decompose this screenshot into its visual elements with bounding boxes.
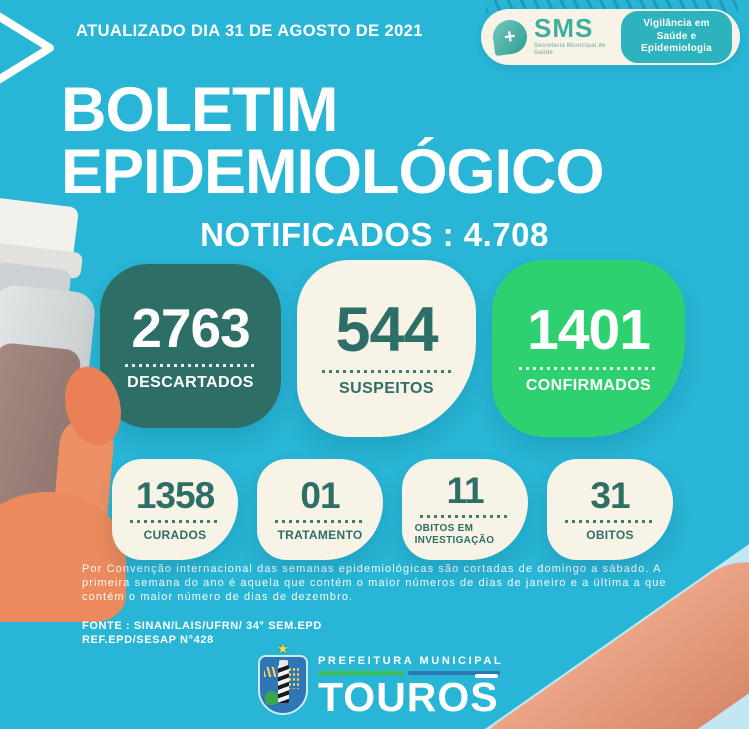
dashed-divider: [564, 520, 656, 523]
notified-total-label: NOTIFICADOS : 4.708: [200, 216, 549, 253]
city-name-wrap: TOUROS: [318, 673, 499, 720]
lighthouse-icon: [278, 665, 289, 703]
org-identity: SMS Secretaria Municipal de Saúde: [534, 13, 614, 57]
dashed-divider: [519, 367, 658, 370]
stat-value: 1401: [527, 298, 651, 362]
dashed-divider: [129, 520, 221, 523]
stat-card-obitos-investigacao: 11 OBITOS EM INVESTIGAÇÃO: [402, 459, 528, 560]
chevron-right-icon: [0, 12, 54, 84]
page-title-line2: EPIDEMIOLÓGICO: [61, 137, 605, 207]
crest-dots-decoration: [288, 667, 300, 689]
stat-label: SUSPEITOS: [339, 380, 434, 397]
star-icon: ★: [277, 641, 289, 656]
stat-card-suspeitos: 544 SUSPEITOS: [297, 260, 476, 437]
stat-label: TRATAMENTO: [277, 527, 363, 542]
stat-value: 1358: [135, 475, 215, 517]
crest-shield: [258, 655, 308, 715]
crest-rays-decoration: [264, 667, 277, 677]
blue-bar: [408, 671, 500, 675]
stat-card-confirmados: 1401 CONFIRMADOS: [492, 260, 685, 437]
org-name: Secretaria Municipal de Saúde: [534, 42, 606, 56]
municipality-logo-text: PREFEITURA MUNICIPAL TOUROS: [318, 655, 503, 718]
stat-value: 01: [300, 475, 340, 517]
hand-photo: [0, 492, 126, 622]
updated-date-label: ATUALIZADO DIA 31 DE AGOSTO DE 2021: [76, 22, 423, 40]
source-line1: FONTE : SINAN/LAIS/UFRN/ 34° SEM.EPD: [82, 620, 322, 632]
lighthouse-top: [279, 660, 288, 666]
stat-card-obitos: 31 OBITOS: [547, 459, 673, 560]
sms-leaf-logo: +: [490, 17, 530, 57]
department-badge: Vigilância em Saúde e Epidemiologia: [621, 11, 732, 63]
dashed-divider: [274, 520, 366, 523]
stat-label: OBITOS EM INVESTIGAÇÃO: [414, 522, 495, 546]
stat-value: 31: [590, 475, 630, 517]
data-source: FONTE : SINAN/LAIS/UFRN/ 34° SEM.EPD REF…: [82, 619, 322, 648]
stat-card-tratamento: 01 TRATAMENTO: [257, 459, 383, 560]
stat-card-descartados: 2763 DESCARTADOS: [100, 264, 281, 428]
stat-value: 2763: [131, 296, 250, 359]
gov-label: PREFEITURA MUNICIPAL: [318, 655, 504, 667]
org-acronym: SMS: [534, 13, 594, 44]
city-name: TOUROS: [318, 673, 499, 720]
epidemiological-week-footnote: Por Convenção internacional das semanas …: [82, 563, 667, 604]
stat-label: CURADOS: [143, 527, 207, 542]
stat-card-curados: 1358 CURADOS: [112, 459, 238, 560]
health-department-header: + SMS Secretaria Municipal de Saúde Vigi…: [481, 9, 740, 65]
logo-underline: [318, 671, 503, 675]
stat-value: 544: [335, 295, 438, 365]
stat-label: OBITOS: [586, 527, 634, 542]
source-line2: REF.EPD/SESAP N°428: [82, 634, 214, 647]
palm-tree-icon: [265, 691, 278, 705]
touros-crest-logo: ★: [256, 641, 316, 725]
medical-cross-icon: +: [502, 25, 518, 49]
stat-label: DESCARTADOS: [127, 373, 254, 391]
dashed-divider: [322, 370, 451, 373]
dashed-divider: [419, 515, 511, 518]
green-bar: [318, 671, 404, 675]
dashed-divider: [125, 363, 256, 367]
stat-label: CONFIRMADOS: [525, 377, 652, 394]
stat-value: 11: [446, 470, 484, 512]
city-name-macron: [474, 673, 498, 678]
page-title-line1: BOLETIM: [61, 75, 338, 145]
